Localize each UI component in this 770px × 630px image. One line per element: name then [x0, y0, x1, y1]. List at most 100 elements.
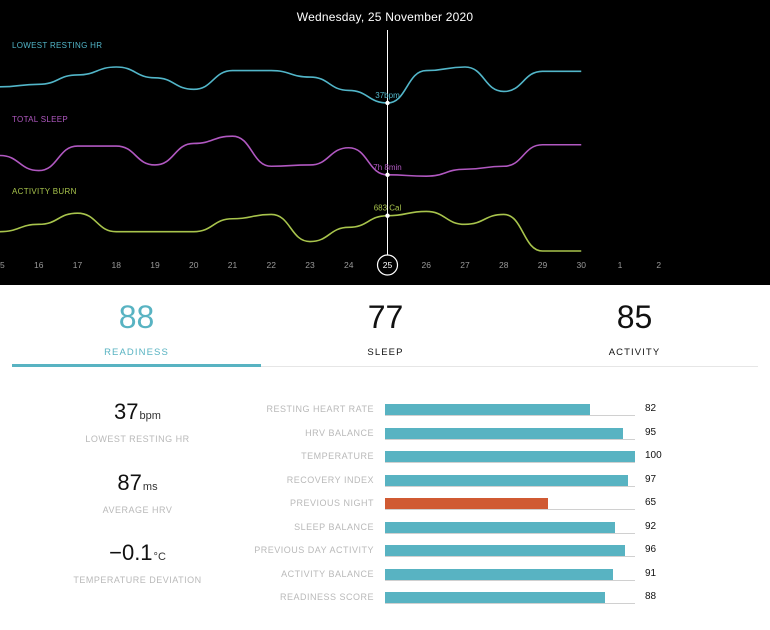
contributor-value: 95	[645, 426, 657, 438]
day-tick-label[interactable]: 1	[618, 260, 623, 270]
tab-activity-label: ACTIVITY	[608, 347, 661, 358]
contributor-row[interactable]: SLEEP BALANCE 92	[0, 521, 770, 535]
day-tick-label[interactable]: 18	[112, 260, 122, 270]
day-tick-label[interactable]: 2	[656, 260, 661, 270]
active-tab-indicator	[12, 364, 261, 367]
contributor-value: 88	[645, 591, 657, 602]
metric-label: TEMPERATURE DEVIATION	[73, 575, 202, 585]
contributor-track	[385, 462, 635, 463]
contributor-label: PREVIOUS NIGHT	[289, 498, 374, 508]
series-point	[385, 213, 390, 218]
contributor-row[interactable]: HRV BALANCE 95	[0, 427, 770, 441]
day-tick-label[interactable]: 27	[460, 260, 470, 270]
day-tick-label[interactable]: 20	[189, 260, 199, 270]
contributor-track	[385, 556, 635, 557]
contributor-value: 96	[645, 544, 657, 555]
contributor-label: READINESS SCORE	[279, 592, 374, 602]
day-tick-label[interactable]: 30	[577, 260, 587, 270]
contributor-value: 97	[645, 473, 657, 485]
contributor-bar	[385, 427, 623, 439]
metric-label: AVERAGE HRV	[102, 505, 173, 515]
contributor-value: 65	[645, 497, 657, 508]
metric-average-hrv: 87ms AVERAGE HRV	[0, 470, 275, 516]
contributor-bar	[385, 592, 605, 603]
tab-readiness-label: READINESS	[104, 347, 169, 358]
series-line	[0, 135, 582, 177]
contributor-track	[385, 579, 635, 581]
contributor-track	[385, 603, 635, 604]
activity-score: 85	[616, 299, 653, 335]
contributor-label: PREVIOUS DAY ACTIVITY	[254, 545, 374, 555]
contributor-row[interactable]: PREVIOUS DAY ACTIVITY 96	[0, 544, 770, 558]
contributor-label: RECOVERY INDEX	[286, 474, 374, 485]
day-tick-label[interactable]: 15	[0, 260, 5, 270]
series-point	[385, 100, 390, 106]
metric-temperature-deviation: −0.1°C TEMPERATURE DEVIATION	[0, 540, 275, 586]
contributor-bar	[385, 474, 628, 486]
contributor-track	[385, 532, 635, 534]
day-tick-label[interactable]: 26	[422, 260, 432, 270]
contributor-label: SLEEP BALANCE	[294, 521, 374, 532]
series-label-activity-burn: ACTIVITY BURN	[12, 187, 77, 196]
day-tick-label[interactable]: 17	[73, 260, 83, 270]
contributor-label: TEMPERATURE	[301, 451, 374, 461]
tab-activity[interactable]: 85 ACTIVITY	[510, 285, 759, 367]
metric-value: 37	[114, 399, 139, 424]
contributor-value: 100	[645, 450, 662, 461]
contributor-track	[385, 415, 635, 416]
series-value-label: 7h 8min	[373, 163, 401, 172]
metric-unit: ms	[142, 481, 158, 493]
contributor-track	[385, 438, 635, 440]
score-tabs: 88 READINESS 77 SLEEP 85 ACTIVITY	[12, 285, 758, 367]
contributor-label: HRV BALANCE	[305, 427, 374, 438]
day-tick-label[interactable]: 24	[344, 260, 354, 270]
contributor-track	[385, 509, 635, 510]
day-tick-label[interactable]: 19	[150, 260, 160, 270]
contributor-row[interactable]: TEMPERATURE 100	[0, 450, 770, 464]
contributor-row[interactable]: PREVIOUS NIGHT 65	[0, 497, 770, 511]
contributor-bar	[385, 568, 613, 580]
metric-value: 87	[117, 470, 142, 495]
contributor-row[interactable]: ACTIVITY BALANCE 91	[0, 568, 770, 582]
series-label-total-sleep: TOTAL SLEEP	[12, 115, 69, 124]
day-tick-label[interactable]: 29	[538, 260, 548, 270]
metric-label: LOWEST RESTING HR	[85, 434, 190, 444]
day-tick-label[interactable]: 21	[228, 260, 238, 270]
contributor-value: 92	[645, 520, 657, 532]
series-value-label: 683 Cal	[374, 204, 402, 213]
contributor-row[interactable]: RESTING HEART RATE 82	[0, 403, 770, 417]
day-tick-label[interactable]: 23	[305, 260, 315, 270]
metric-value: −0.1	[109, 540, 153, 565]
contributor-bar	[385, 451, 635, 462]
metric-unit: °C	[153, 551, 166, 563]
tab-sleep-label: SLEEP	[367, 347, 404, 358]
readiness-score: 88	[118, 299, 155, 335]
contributor-track	[385, 485, 635, 487]
series-point	[385, 172, 390, 178]
metric-unit: bpm	[139, 410, 161, 422]
selected-date: Wednesday, 25 November 2020	[296, 10, 474, 24]
tab-readiness[interactable]: 88 READINESS	[12, 285, 261, 367]
contributor-label: RESTING HEART RATE	[266, 404, 374, 414]
contributor-value: 91	[645, 567, 657, 579]
contributor-row[interactable]: READINESS SCORE 88	[0, 591, 770, 605]
series-label-resting-hr: LOWEST RESTING HR	[12, 41, 103, 50]
contributor-bar	[385, 545, 625, 556]
day-tick-label[interactable]: 28	[499, 260, 509, 270]
day-tick-label[interactable]: 22	[267, 260, 277, 270]
selected-day-ring[interactable]	[376, 254, 399, 276]
contributor-bar	[385, 404, 590, 415]
metric-lowest-resting-hr: 37bpm LOWEST RESTING HR	[0, 399, 275, 445]
series-line	[0, 66, 582, 104]
sleep-score: 77	[367, 299, 404, 335]
contributor-row[interactable]: RECOVERY INDEX 97	[0, 474, 770, 488]
day-tick-label[interactable]: 25	[383, 260, 393, 270]
contributor-bar	[385, 521, 615, 533]
series-value-label: 37bpm	[375, 91, 400, 100]
day-tick-label[interactable]: 16	[34, 260, 44, 270]
tab-sleep[interactable]: 77 SLEEP	[261, 285, 510, 367]
contributor-bar	[385, 498, 548, 509]
